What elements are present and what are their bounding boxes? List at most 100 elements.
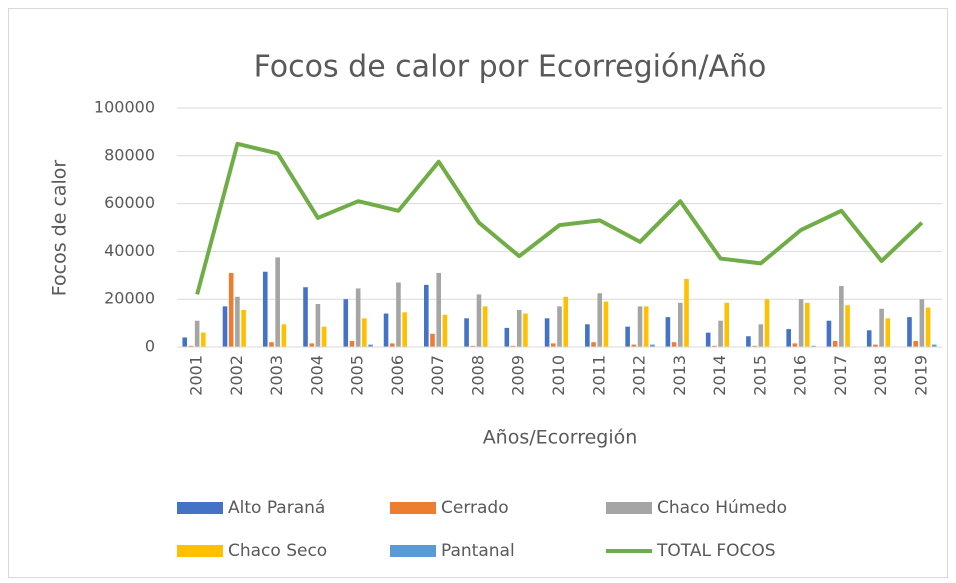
- bar: [188, 345, 194, 347]
- bar: [201, 332, 206, 347]
- bar: [368, 344, 373, 347]
- bar: [585, 324, 590, 347]
- bar: [269, 342, 274, 347]
- legend-marker: [177, 545, 223, 557]
- x-tick-label: 2015: [750, 355, 769, 396]
- bar: [879, 308, 884, 347]
- bar: [913, 341, 918, 347]
- x-axis-label: Años/Ecorregión: [483, 427, 638, 449]
- bar: [424, 284, 429, 347]
- bar: [222, 306, 228, 347]
- line: [195, 141, 924, 295]
- bar: [885, 318, 891, 347]
- bar: [182, 337, 188, 347]
- x-tick-label: 2004: [307, 355, 326, 396]
- x-tick-label: 2010: [549, 355, 568, 396]
- bar: [436, 272, 442, 347]
- bar: [402, 312, 407, 347]
- bar: [931, 344, 937, 347]
- y-tick-label: 40000: [104, 241, 155, 260]
- x-tick-label: 2011: [589, 355, 608, 396]
- x-tick-label: 2013: [670, 355, 689, 396]
- bar: [430, 333, 435, 347]
- bar: [476, 294, 482, 347]
- bar: [228, 272, 234, 347]
- bar: [637, 306, 643, 347]
- bar: [786, 329, 791, 347]
- bar: [551, 343, 556, 347]
- bar: [724, 302, 730, 347]
- x-tick-label: 2008: [468, 355, 487, 396]
- bar: [764, 299, 770, 347]
- legend-label: Chaco Húmedo: [657, 498, 787, 518]
- bar: [591, 342, 596, 347]
- bar: [383, 313, 389, 347]
- bar: [510, 345, 516, 347]
- bar: [826, 320, 832, 347]
- bar: [603, 301, 609, 347]
- bar: [482, 306, 488, 347]
- x-tick-label: 2005: [348, 355, 367, 396]
- legend-label: Pantanal: [441, 541, 515, 561]
- bar: [718, 320, 723, 347]
- bar: [396, 282, 401, 347]
- y-axis-label: Focos de calor: [49, 160, 71, 297]
- bar: [504, 327, 510, 347]
- bar: [563, 296, 568, 347]
- bar: [597, 293, 603, 347]
- bar: [650, 344, 655, 347]
- bar: [631, 344, 637, 347]
- bar: [907, 317, 912, 347]
- bar: [355, 288, 361, 347]
- bar: [389, 343, 395, 347]
- x-tick-label: 2014: [710, 355, 729, 396]
- bar: [557, 306, 562, 347]
- legend-label: Cerrado: [441, 498, 509, 518]
- legend-marker: [177, 502, 223, 514]
- bar: [362, 318, 367, 347]
- y-tick-label: 60000: [104, 193, 155, 212]
- bar: [804, 302, 810, 347]
- bar: [677, 302, 683, 347]
- bar: [470, 345, 476, 347]
- bar: [523, 313, 528, 347]
- chart-title: Focos de calor por Ecorregión/Año: [254, 50, 767, 85]
- bar: [349, 341, 355, 347]
- legend-marker: [390, 545, 436, 557]
- x-tick-label: 2006: [388, 355, 407, 396]
- legend-label: Chaco Seco: [228, 541, 327, 561]
- bar: [845, 305, 850, 347]
- bar: [303, 287, 308, 347]
- bar: [792, 343, 798, 347]
- bar: [798, 299, 804, 347]
- bar: [343, 299, 349, 347]
- bar: [684, 278, 689, 347]
- bar: [625, 326, 630, 347]
- bar: [866, 330, 872, 347]
- bar: [712, 345, 717, 347]
- bar: [665, 317, 671, 347]
- bar: [321, 326, 327, 347]
- bar: [758, 324, 764, 347]
- bar: [873, 344, 878, 347]
- legend-marker: [606, 502, 652, 514]
- x-tick-label: 2012: [630, 355, 649, 396]
- bar: [925, 307, 931, 347]
- x-tick-label: 2001: [187, 355, 206, 396]
- x-tick-label: 2009: [509, 355, 528, 396]
- legend-marker: [390, 502, 436, 514]
- bar: [275, 257, 280, 347]
- bar: [235, 296, 240, 347]
- bar: [919, 299, 925, 347]
- bar: [241, 309, 246, 347]
- y-tick-label: 80000: [104, 145, 155, 164]
- legend-label: Alto Paraná: [228, 498, 325, 518]
- x-tick-label: 2019: [911, 355, 930, 396]
- bar: [194, 320, 200, 347]
- x-tick-label: 2007: [428, 355, 447, 396]
- x-tick-label: 2018: [871, 355, 890, 396]
- y-tick-label: 100000: [94, 98, 155, 117]
- bar: [839, 286, 844, 347]
- bar: [705, 332, 711, 347]
